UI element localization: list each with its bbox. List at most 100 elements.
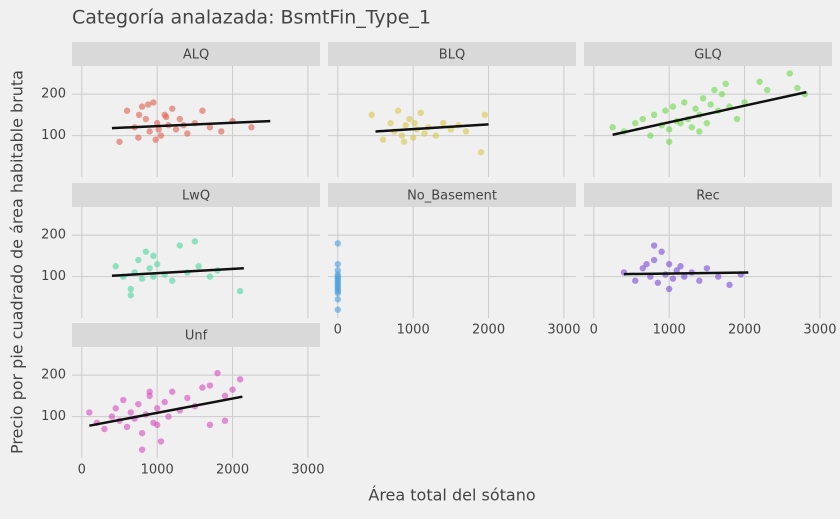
trend-line <box>612 90 807 136</box>
point <box>409 134 417 141</box>
point <box>643 260 650 268</box>
point <box>334 296 341 303</box>
point <box>127 285 134 293</box>
point <box>387 119 394 127</box>
point <box>138 429 146 437</box>
point <box>639 115 646 123</box>
y-tick-label: 100 <box>41 269 66 284</box>
point <box>138 103 146 110</box>
point <box>153 119 161 127</box>
point <box>722 80 729 88</box>
x-tick-label: 3000 <box>803 323 836 338</box>
point <box>703 119 711 127</box>
point <box>135 400 142 408</box>
point <box>191 238 199 245</box>
point <box>112 263 119 270</box>
facet-strip <box>328 183 576 207</box>
point <box>654 279 662 286</box>
facet-strip <box>328 42 576 66</box>
point <box>112 405 119 412</box>
x-tick-label: 0 <box>334 323 342 338</box>
x-tick-label: 0 <box>590 323 598 338</box>
point <box>609 124 616 131</box>
point <box>169 388 176 395</box>
point <box>432 132 439 139</box>
point <box>150 252 157 260</box>
point <box>206 421 214 429</box>
point <box>157 132 165 139</box>
point <box>135 134 142 141</box>
point <box>206 382 214 389</box>
point <box>650 256 658 264</box>
point <box>662 107 669 114</box>
y-tick-label: 200 <box>41 228 66 243</box>
point <box>150 99 157 106</box>
point <box>108 413 116 420</box>
point <box>236 287 244 295</box>
point <box>221 417 229 424</box>
point <box>146 265 153 272</box>
point <box>677 263 684 270</box>
point <box>152 136 159 143</box>
facet-title: Rec <box>696 189 720 204</box>
x-tick-label: 1000 <box>653 323 686 338</box>
point <box>334 260 341 268</box>
point <box>176 242 183 249</box>
point <box>116 138 123 145</box>
point <box>665 285 673 293</box>
point <box>394 107 402 114</box>
trend-line <box>111 267 244 278</box>
point <box>688 124 695 131</box>
point <box>195 263 202 270</box>
point <box>400 138 408 145</box>
point <box>763 86 771 94</box>
point <box>120 396 127 404</box>
point <box>665 126 673 133</box>
point <box>406 115 413 123</box>
point <box>711 86 718 94</box>
point <box>169 277 176 284</box>
point <box>206 124 214 131</box>
point <box>669 103 677 110</box>
point <box>176 115 183 123</box>
point <box>379 136 387 143</box>
point <box>206 273 214 280</box>
facet-title: BLQ <box>439 48 465 63</box>
point <box>153 421 161 429</box>
point <box>199 107 206 114</box>
point <box>718 90 726 98</box>
point <box>696 277 703 284</box>
facet-title: No_Basement <box>407 189 497 204</box>
point <box>726 281 733 289</box>
x-tick-label: 2000 <box>216 463 249 478</box>
point <box>673 267 680 274</box>
point <box>218 128 225 135</box>
point <box>334 306 341 313</box>
point <box>421 130 428 137</box>
point <box>650 242 658 249</box>
point <box>172 126 180 133</box>
point <box>165 413 172 420</box>
point <box>632 277 639 284</box>
x-tick-label: 2000 <box>728 323 761 338</box>
point <box>135 256 142 264</box>
point <box>221 392 229 400</box>
x-tick-label: 3000 <box>547 323 580 338</box>
x-tick-label: 3000 <box>291 463 324 478</box>
point <box>756 78 763 85</box>
point <box>402 122 409 129</box>
point <box>123 423 131 431</box>
point <box>214 369 221 377</box>
point <box>161 398 168 406</box>
point <box>786 70 793 77</box>
point <box>398 132 406 139</box>
point <box>714 273 722 280</box>
point <box>146 128 153 135</box>
trend-line <box>111 119 271 130</box>
point <box>157 438 165 445</box>
point <box>658 248 665 255</box>
point <box>647 132 654 139</box>
point <box>669 275 677 282</box>
